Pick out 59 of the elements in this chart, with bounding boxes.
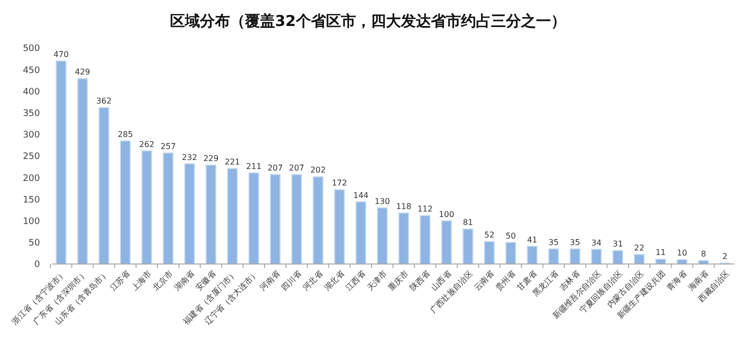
- x-tick-label: 陕西省: [408, 269, 432, 292]
- data-label: 41: [527, 235, 538, 244]
- data-label: 34: [591, 238, 602, 248]
- y-tick-label: 100: [22, 216, 40, 227]
- data-label: 429: [74, 68, 90, 77]
- y-tick-label: 450: [22, 66, 40, 76]
- y-tick-label: 200: [22, 174, 40, 184]
- chart-title: 区域分布（覆盖32个省区市，四大发达省市约占三分之一）: [170, 12, 566, 30]
- data-label: 257: [160, 142, 176, 151]
- data-label: 11: [656, 248, 666, 258]
- y-tick-label: 500: [22, 44, 40, 54]
- data-label: 50: [506, 231, 516, 240]
- x-tick-label: 河南省: [258, 269, 282, 292]
- x-tick-label: 云南省: [472, 269, 496, 292]
- data-label: 31: [612, 240, 623, 249]
- x-tick-label: 上海市: [130, 269, 154, 292]
- y-tick-label: 350: [22, 108, 40, 119]
- data-label: 285: [118, 130, 133, 139]
- x-tick-label: 江苏省: [108, 269, 132, 292]
- x-tick-label: 湖南省: [172, 269, 196, 292]
- data-label: 2: [722, 252, 728, 262]
- data-label: 232: [182, 152, 198, 162]
- data-label: 362: [96, 96, 112, 106]
- data-label: 10: [676, 248, 688, 258]
- data-label: 81: [462, 218, 474, 228]
- x-tick-label: 贵州省: [494, 269, 518, 292]
- y-tick-label: 300: [22, 130, 40, 141]
- data-label: 207: [268, 164, 283, 173]
- data-label: 22: [634, 243, 644, 252]
- data-label: 144: [353, 190, 369, 200]
- data-label: 221: [224, 158, 240, 167]
- data-label: 8: [700, 250, 706, 259]
- data-label: 262: [139, 140, 154, 149]
- data-label: 118: [396, 202, 412, 212]
- data-label: 470: [53, 50, 69, 59]
- data-label: 202: [310, 166, 326, 175]
- x-tick-label: 重庆市: [386, 269, 410, 292]
- x-tick-label: 湖北省: [322, 269, 346, 292]
- data-label: 52: [484, 230, 494, 240]
- data-label: 130: [374, 196, 390, 206]
- data-label: 211: [246, 162, 262, 171]
- y-tick-label: 400: [22, 87, 40, 98]
- data-label: 100: [438, 210, 454, 219]
- x-tick-label: 天津市: [365, 269, 389, 292]
- x-tick-label: 四川省: [280, 269, 304, 292]
- y-tick-label: 0: [34, 260, 40, 270]
- x-tick-label: 青海省: [665, 269, 688, 292]
- data-label: 35: [570, 238, 580, 247]
- x-tick-label: 江西省: [344, 269, 368, 292]
- y-tick-label: 150: [22, 195, 40, 206]
- y-tick-label: 50: [28, 238, 40, 249]
- y-tick-label: 250: [22, 152, 40, 162]
- x-tick-label: 河北省: [301, 269, 324, 292]
- data-label: 112: [417, 204, 433, 214]
- data-label: 35: [548, 238, 559, 247]
- data-label: 229: [203, 154, 219, 164]
- data-label: 172: [332, 178, 348, 188]
- data-label: 207: [289, 164, 304, 173]
- x-tick-label: 北京市: [151, 269, 175, 292]
